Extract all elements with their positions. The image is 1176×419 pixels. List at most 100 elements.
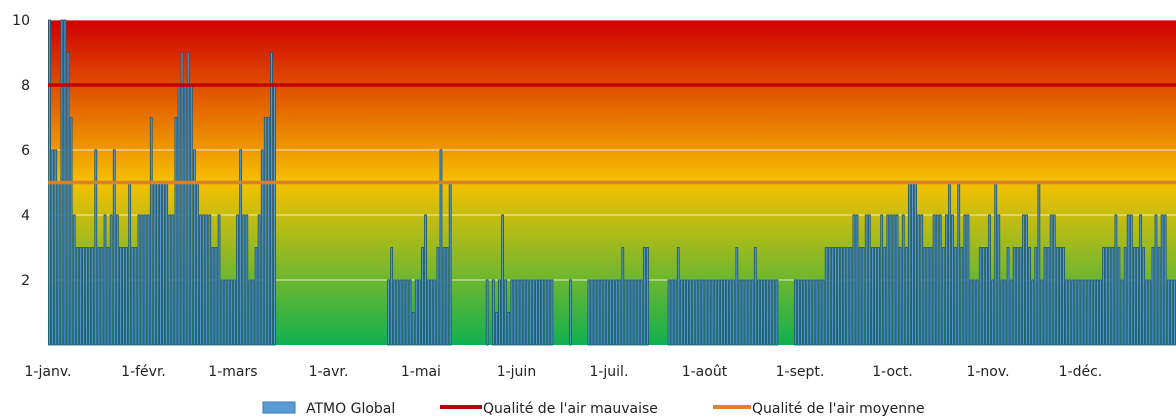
bar-atmo-global [491,279,495,346]
bar-atmo-global [57,182,61,346]
bar-atmo-global [106,247,110,346]
bar-atmo-global [901,214,905,346]
bar-atmo-global [716,279,720,346]
bar-atmo-global [1006,247,1010,346]
bar-atmo-global [1052,214,1056,346]
bar-atmo-global [1092,279,1096,346]
bar-atmo-global [1074,279,1078,346]
bar-atmo-global [1169,279,1173,346]
bar-atmo-global [877,247,880,346]
bar-atmo-global [568,279,572,346]
bar-atmo-global [667,279,671,346]
bar-atmo-global [109,214,113,346]
bar-atmo-global [766,279,770,346]
bar-atmo-global [180,52,184,346]
bar-atmo-global [390,247,394,346]
bar-atmo-global [723,279,726,346]
bar-atmo-global [75,247,79,346]
bar-atmo-global [840,247,844,346]
bar-atmo-global [707,279,711,346]
legend-swatch-atmo-global [262,401,296,414]
bar-atmo-global [189,84,193,346]
bar-atmo-global [525,279,529,346]
bar-atmo-global [800,279,803,346]
bar-atmo-global [233,279,236,346]
bar-atmo-global [874,247,877,346]
bar-atmo-global [1086,279,1090,346]
bar-atmo-global [538,279,541,346]
y-axis-ticks: 2 4 6 8 10 [12,13,30,289]
bar-atmo-global [920,214,924,346]
bar-atmo-global [972,279,976,346]
bar-atmo-global [112,149,116,346]
bar-atmo-global [938,214,942,346]
bar-atmo-global [1163,214,1167,346]
bar-atmo-global [981,247,985,346]
bar-atmo-global [676,247,680,346]
bar-atmo-global [744,279,748,346]
bar-atmo-global [775,279,779,346]
bar-atmo-global [1145,279,1149,346]
bar-atmo-global [815,279,819,346]
bar-atmo-global [436,247,440,346]
bar-atmo-global [609,279,612,346]
legend-label-moyenne: Qualité de l'air moyenne [752,401,925,417]
bar-atmo-global [633,279,637,346]
bar-atmo-global [91,247,95,346]
bar-atmo-global [621,247,625,346]
bar-atmo-global [1037,182,1041,346]
bar-atmo-global [1160,214,1164,346]
bar-atmo-global [618,279,622,346]
bar-atmo-global [424,214,427,346]
bar-atmo-global [387,279,390,346]
bar-atmo-global [683,279,686,346]
bar-atmo-global [1040,279,1044,346]
bar-atmo-global [196,182,199,346]
bar-atmo-global [82,247,85,346]
bar-atmo-global [941,247,945,346]
x-tick-label: 1-août [682,364,728,380]
bar-atmo-global [698,279,702,346]
bar-atmo-global [593,279,597,346]
bar-atmo-global [532,279,535,346]
bar-atmo-global [119,247,122,346]
bar-atmo-global [1139,214,1142,346]
bar-atmo-global [1077,279,1081,346]
bar-atmo-global [837,247,840,346]
bar-atmo-global [94,149,98,346]
bar-atmo-global [66,52,70,346]
bar-atmo-global [159,182,162,346]
bar-atmo-global [892,214,896,346]
x-tick-label: 1-juin [497,364,536,380]
legend: ATMO Global Qualité de l'air mauvaise Qu… [262,401,925,417]
bar-atmo-global [156,182,159,346]
bar-atmo-global [713,279,717,346]
bar-atmo-global [1126,214,1130,346]
bar-atmo-global [217,214,221,346]
bar-atmo-global [442,247,446,346]
bar-atmo-global [587,279,591,346]
bar-atmo-global [812,279,816,346]
bar-atmo-global [686,279,689,346]
bar-atmo-global [911,182,914,346]
bar-atmo-global [889,214,893,346]
bar-atmo-global [923,247,927,346]
bar-atmo-global [168,214,172,346]
x-tick-label: 1-juil. [589,364,628,380]
bar-atmo-global [1059,247,1062,346]
bar-atmo-global [131,247,135,346]
bar-atmo-global [861,247,865,346]
bar-atmo-global [944,214,948,346]
bar-atmo-global [1049,214,1053,346]
bar-atmo-global [852,214,856,346]
bar-atmo-global [772,279,776,346]
bar-atmo-global [935,214,939,346]
bar-atmo-global [627,279,631,346]
bar-atmo-global [991,279,995,346]
bar-atmo-global [192,149,196,346]
bar-atmo-global [78,247,82,346]
bar-atmo-global [1114,214,1118,346]
bar-atmo-global [732,279,736,346]
bar-atmo-global [834,247,837,346]
